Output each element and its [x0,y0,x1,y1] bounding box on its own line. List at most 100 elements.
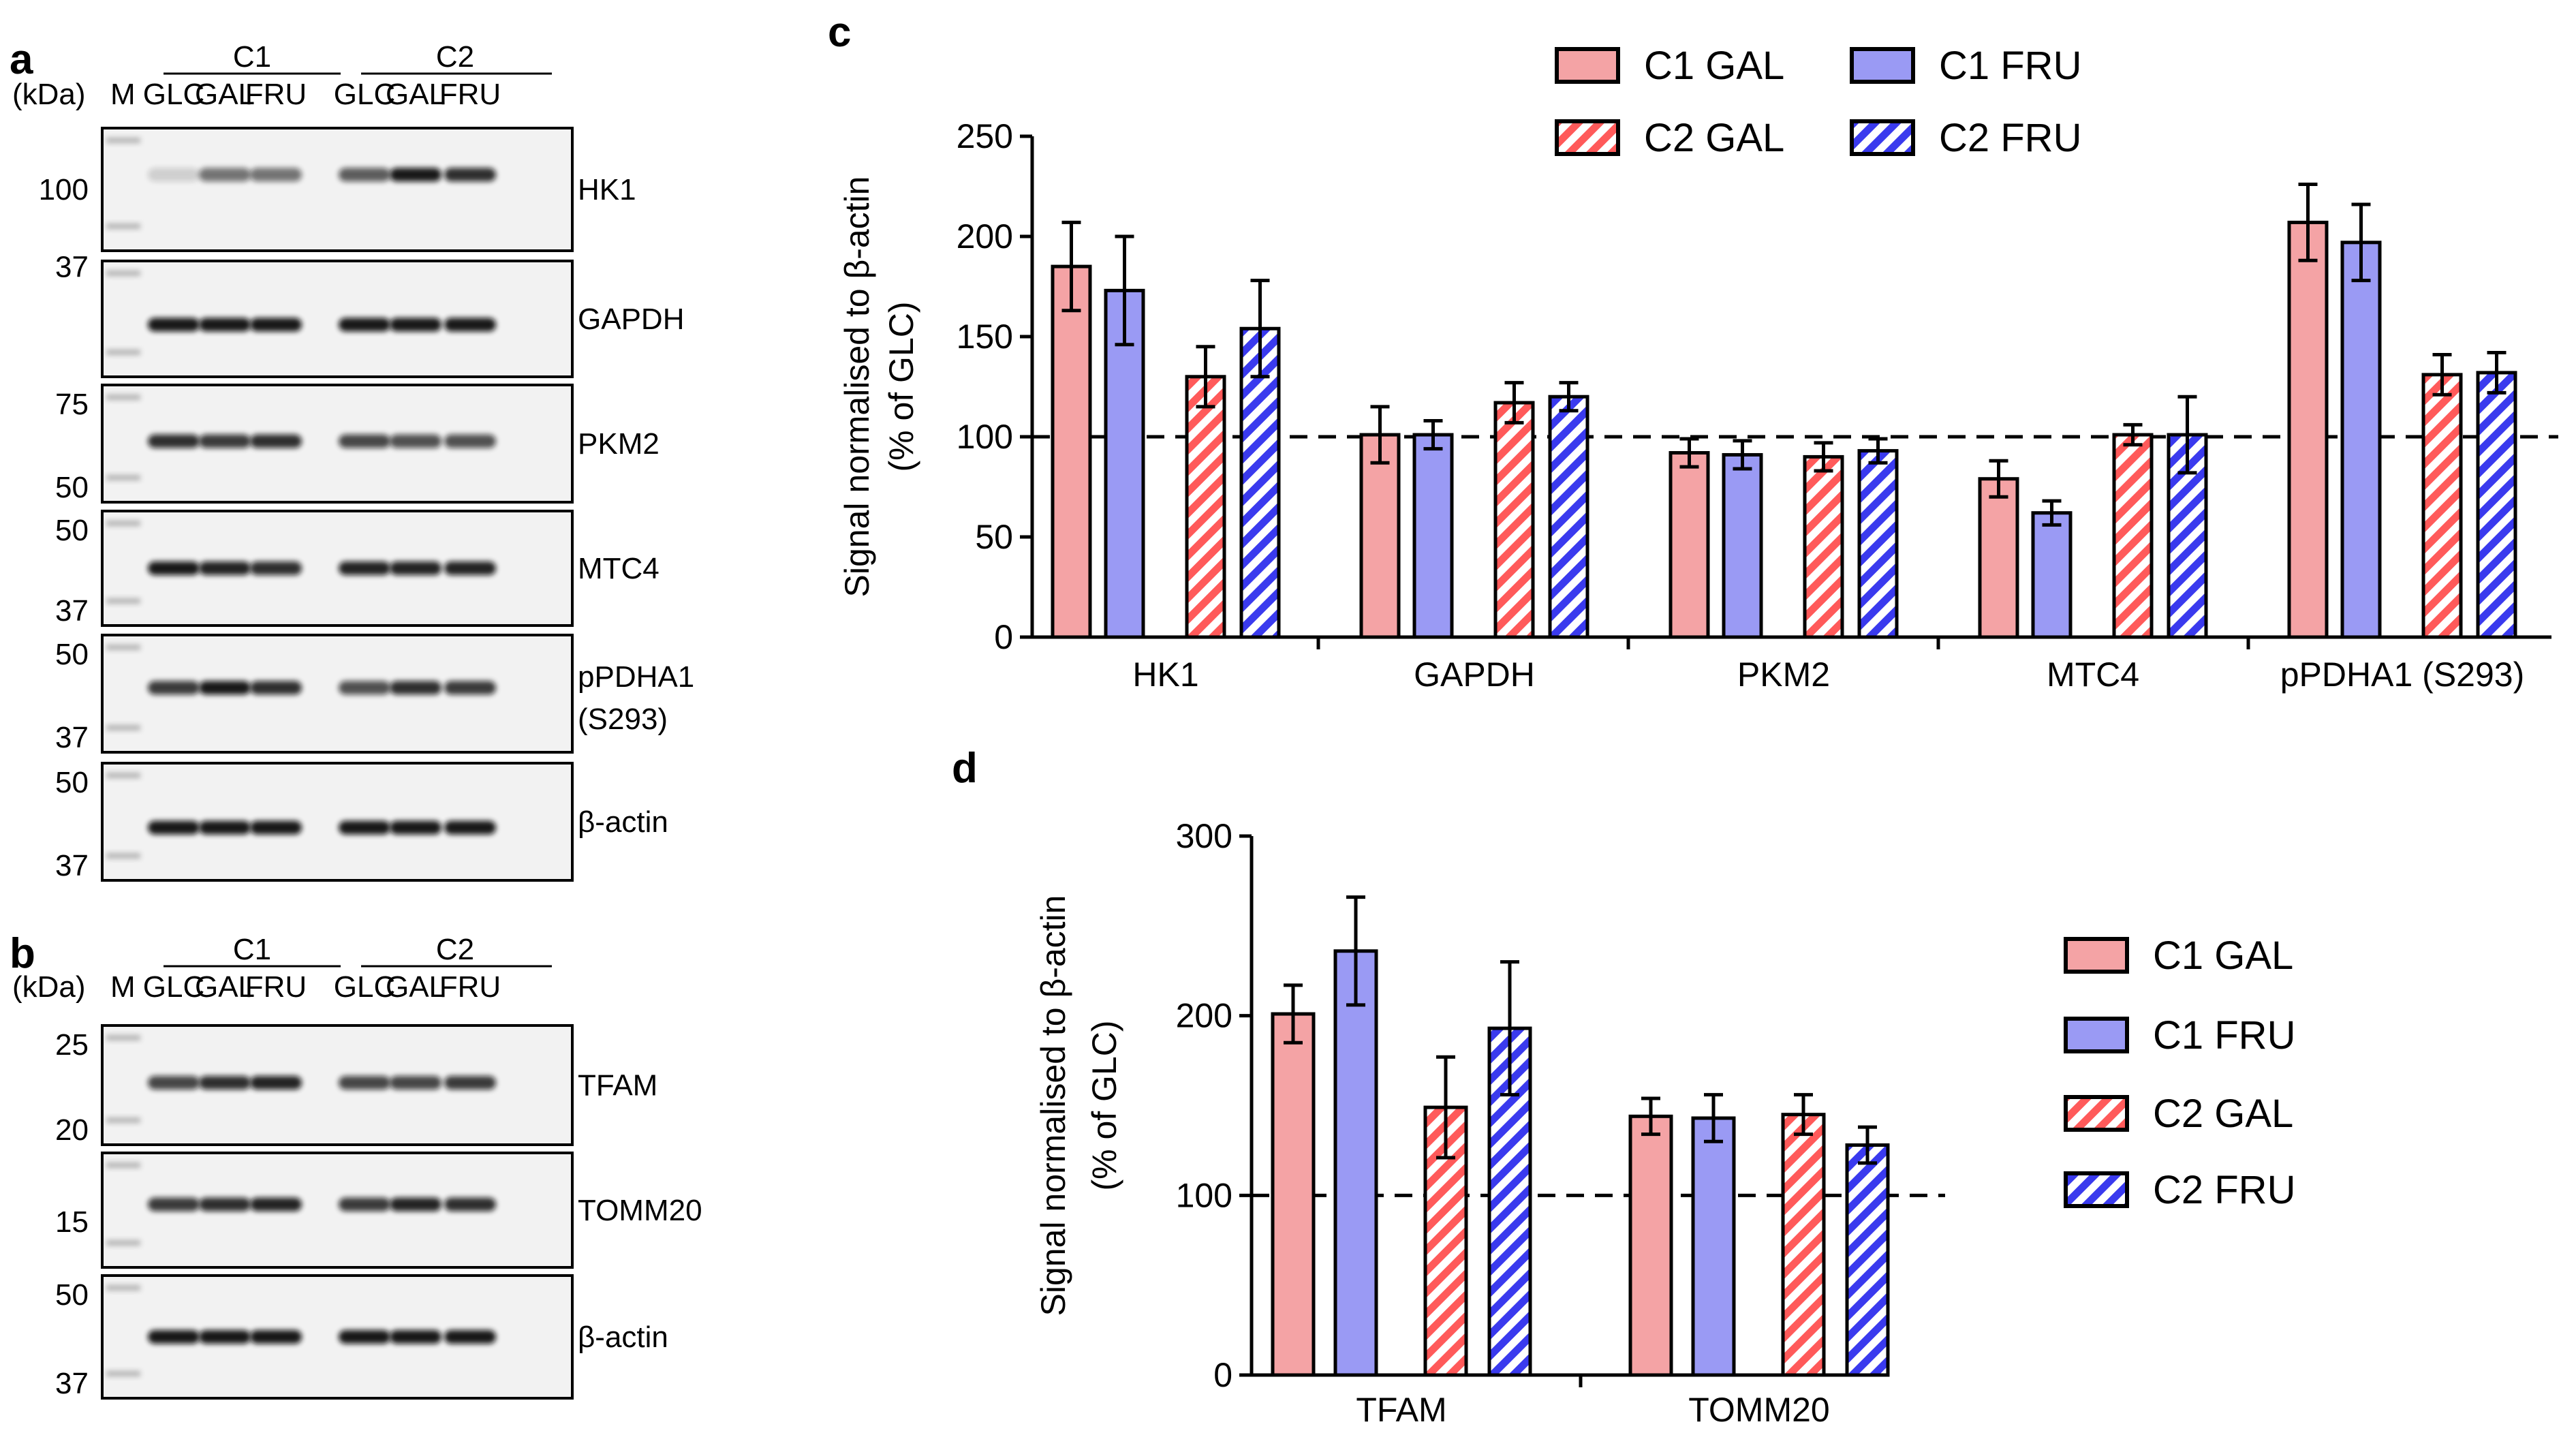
mw-label: 15 [55,1205,89,1239]
lane-label: GAL [195,78,255,111]
protein-band [339,1330,390,1344]
protein-label: pPDHA1 [578,660,694,694]
bar-c1-fru [1722,452,1763,639]
legend-swatch [1850,47,1915,84]
lane-label: GAL [386,78,446,111]
mw-label: 37 [55,1367,89,1400]
legend-label: C2 FRU [2153,1168,2295,1212]
bar-c1-gal [1051,264,1092,639]
marker-lane-label: M [110,970,136,1004]
marker-band [106,1240,140,1246]
protein-band [148,318,200,332]
legend-swatch [1555,119,1620,156]
group-header: C1 [233,40,271,74]
y-tick-label: 250 [957,117,1013,155]
bar-c2-fru [1548,395,1589,639]
y-tick-label: 100 [1176,1176,1232,1214]
legend-label: C1 FRU [2153,1013,2295,1058]
mw-label: 50 [55,514,89,547]
legend-label: C2 FRU [1939,116,2081,160]
marker-band [106,1285,140,1291]
protein-band [250,434,302,448]
protein-label: TFAM [578,1069,657,1102]
x-tick-label: MTC4 [2047,655,2139,694]
legend-label: C1 FRU [1939,44,2081,88]
y-tick-label: 0 [1213,1356,1232,1394]
protein-band [250,681,302,695]
protein-band [250,1330,302,1344]
bar-c2-gal [1493,401,1535,639]
protein-band [444,1197,496,1212]
bar-c2-fru [2476,371,2517,639]
y-axis-label: Signal normalised to β-actin [838,176,876,598]
lane-label: GLC [143,970,204,1004]
protein-band [339,318,390,332]
bar-chart-panel-c: HK1 GAPDH PKM2 MTC4 pPDHA1 (S293) 0 50 100 150 20… [838,44,2558,694]
protein-band [199,1197,251,1212]
lane-label: GAL [386,970,446,1004]
protein-band [148,820,200,835]
legend-swatch [2064,1017,2129,1053]
protein-band [444,1076,496,1090]
protein-band [250,318,302,332]
protein-band [390,561,441,575]
mw-label: 37 [55,251,89,284]
bar-c1-gal [1669,451,1710,639]
mw-label: 50 [55,471,89,504]
marker-band [106,395,140,400]
mw-label: 37 [55,721,89,754]
mw-label: 50 [55,766,89,799]
panel-letter-d: d [952,745,978,792]
blot-box [101,127,574,252]
protein-band [199,681,251,695]
bar-c1-fru [1333,949,1378,1377]
bar-c2-fru [1845,1143,1890,1377]
protein-band [390,434,441,448]
x-tick-label: TOMM20 [1688,1391,1829,1429]
legend-swatch [2064,1095,2129,1132]
kda-label: (kDa) [12,970,86,1004]
bar-c2-gal [1185,375,1226,639]
protein-band [444,820,496,835]
x-tick-label: pPDHA1 (S293) [2280,655,2525,694]
legend-swatch [1555,47,1620,84]
protein-band [339,168,390,182]
marker-band [106,350,140,355]
protein-band [148,434,200,448]
y-tick-label: 0 [994,618,1013,656]
protein-band [250,1197,302,1212]
marker-band [106,271,140,276]
protein-label: MTC4 [578,552,659,585]
protein-band [199,318,251,332]
group-header: C1 [233,933,271,966]
bar-c2-gal [1803,454,1844,639]
protein-band [199,1330,251,1344]
marker-lane-label: M [110,78,136,111]
mw-label: 100 [39,173,89,206]
x-tick-label: GAPDH [1414,655,1535,694]
protein-band [339,1076,390,1090]
marker-band [106,1162,140,1168]
legend-label: C2 GAL [1644,116,1784,160]
protein-band [339,820,390,835]
y-tick-label: 100 [957,418,1013,456]
protein-label: TOMM20 [578,1194,702,1227]
marker-band [106,725,140,730]
lane-label: GAL [195,970,255,1004]
protein-band [199,561,251,575]
mw-label: 20 [55,1113,89,1147]
protein-band [390,318,441,332]
protein-label-sub: (S293) [578,703,668,736]
y-tick-label: 200 [957,217,1013,256]
y-tick-label: 150 [957,318,1013,356]
protein-band [250,820,302,835]
bar-c2-gal [1781,1113,1826,1377]
protein-band [199,820,251,835]
bar-chart-panel-d: TFAM TOMM20 0 100 200 300 Signal normalised to… [1034,817,2295,1429]
marker-band [106,645,140,650]
protein-band [390,820,441,835]
bar-c2-gal [2421,373,2463,639]
protein-label: HK1 [578,173,636,206]
